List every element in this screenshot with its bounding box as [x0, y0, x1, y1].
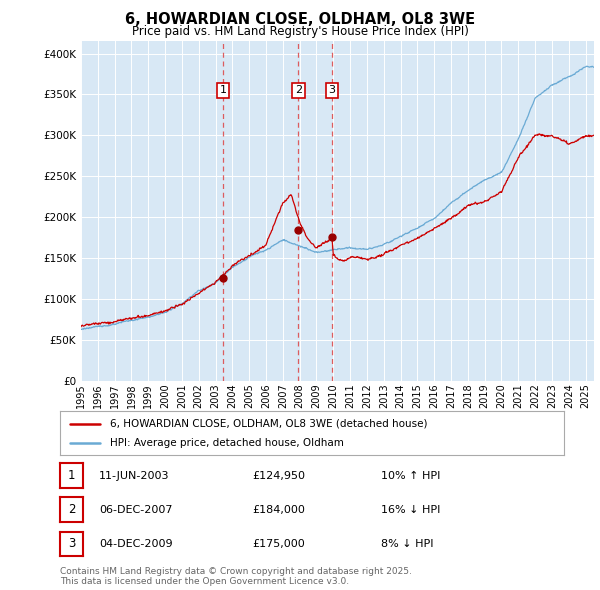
Text: 6, HOWARDIAN CLOSE, OLDHAM, OL8 3WE (detached house): 6, HOWARDIAN CLOSE, OLDHAM, OL8 3WE (det… [110, 419, 428, 428]
Text: 3: 3 [68, 537, 75, 550]
Text: 6, HOWARDIAN CLOSE, OLDHAM, OL8 3WE: 6, HOWARDIAN CLOSE, OLDHAM, OL8 3WE [125, 12, 475, 27]
Text: 04-DEC-2009: 04-DEC-2009 [99, 539, 173, 549]
Text: £124,950: £124,950 [252, 471, 305, 480]
Text: 1: 1 [220, 86, 226, 96]
Text: 2: 2 [295, 86, 302, 96]
Text: 8% ↓ HPI: 8% ↓ HPI [381, 539, 433, 549]
Text: 3: 3 [329, 86, 335, 96]
Text: £175,000: £175,000 [252, 539, 305, 549]
Text: £184,000: £184,000 [252, 505, 305, 514]
Text: 2: 2 [68, 503, 75, 516]
Text: Contains HM Land Registry data © Crown copyright and database right 2025.
This d: Contains HM Land Registry data © Crown c… [60, 567, 412, 586]
Text: 16% ↓ HPI: 16% ↓ HPI [381, 505, 440, 514]
Text: 11-JUN-2003: 11-JUN-2003 [99, 471, 170, 480]
Text: HPI: Average price, detached house, Oldham: HPI: Average price, detached house, Oldh… [110, 438, 344, 448]
Text: 10% ↑ HPI: 10% ↑ HPI [381, 471, 440, 480]
Text: 06-DEC-2007: 06-DEC-2007 [99, 505, 173, 514]
Text: 1: 1 [68, 469, 75, 482]
Text: Price paid vs. HM Land Registry's House Price Index (HPI): Price paid vs. HM Land Registry's House … [131, 25, 469, 38]
